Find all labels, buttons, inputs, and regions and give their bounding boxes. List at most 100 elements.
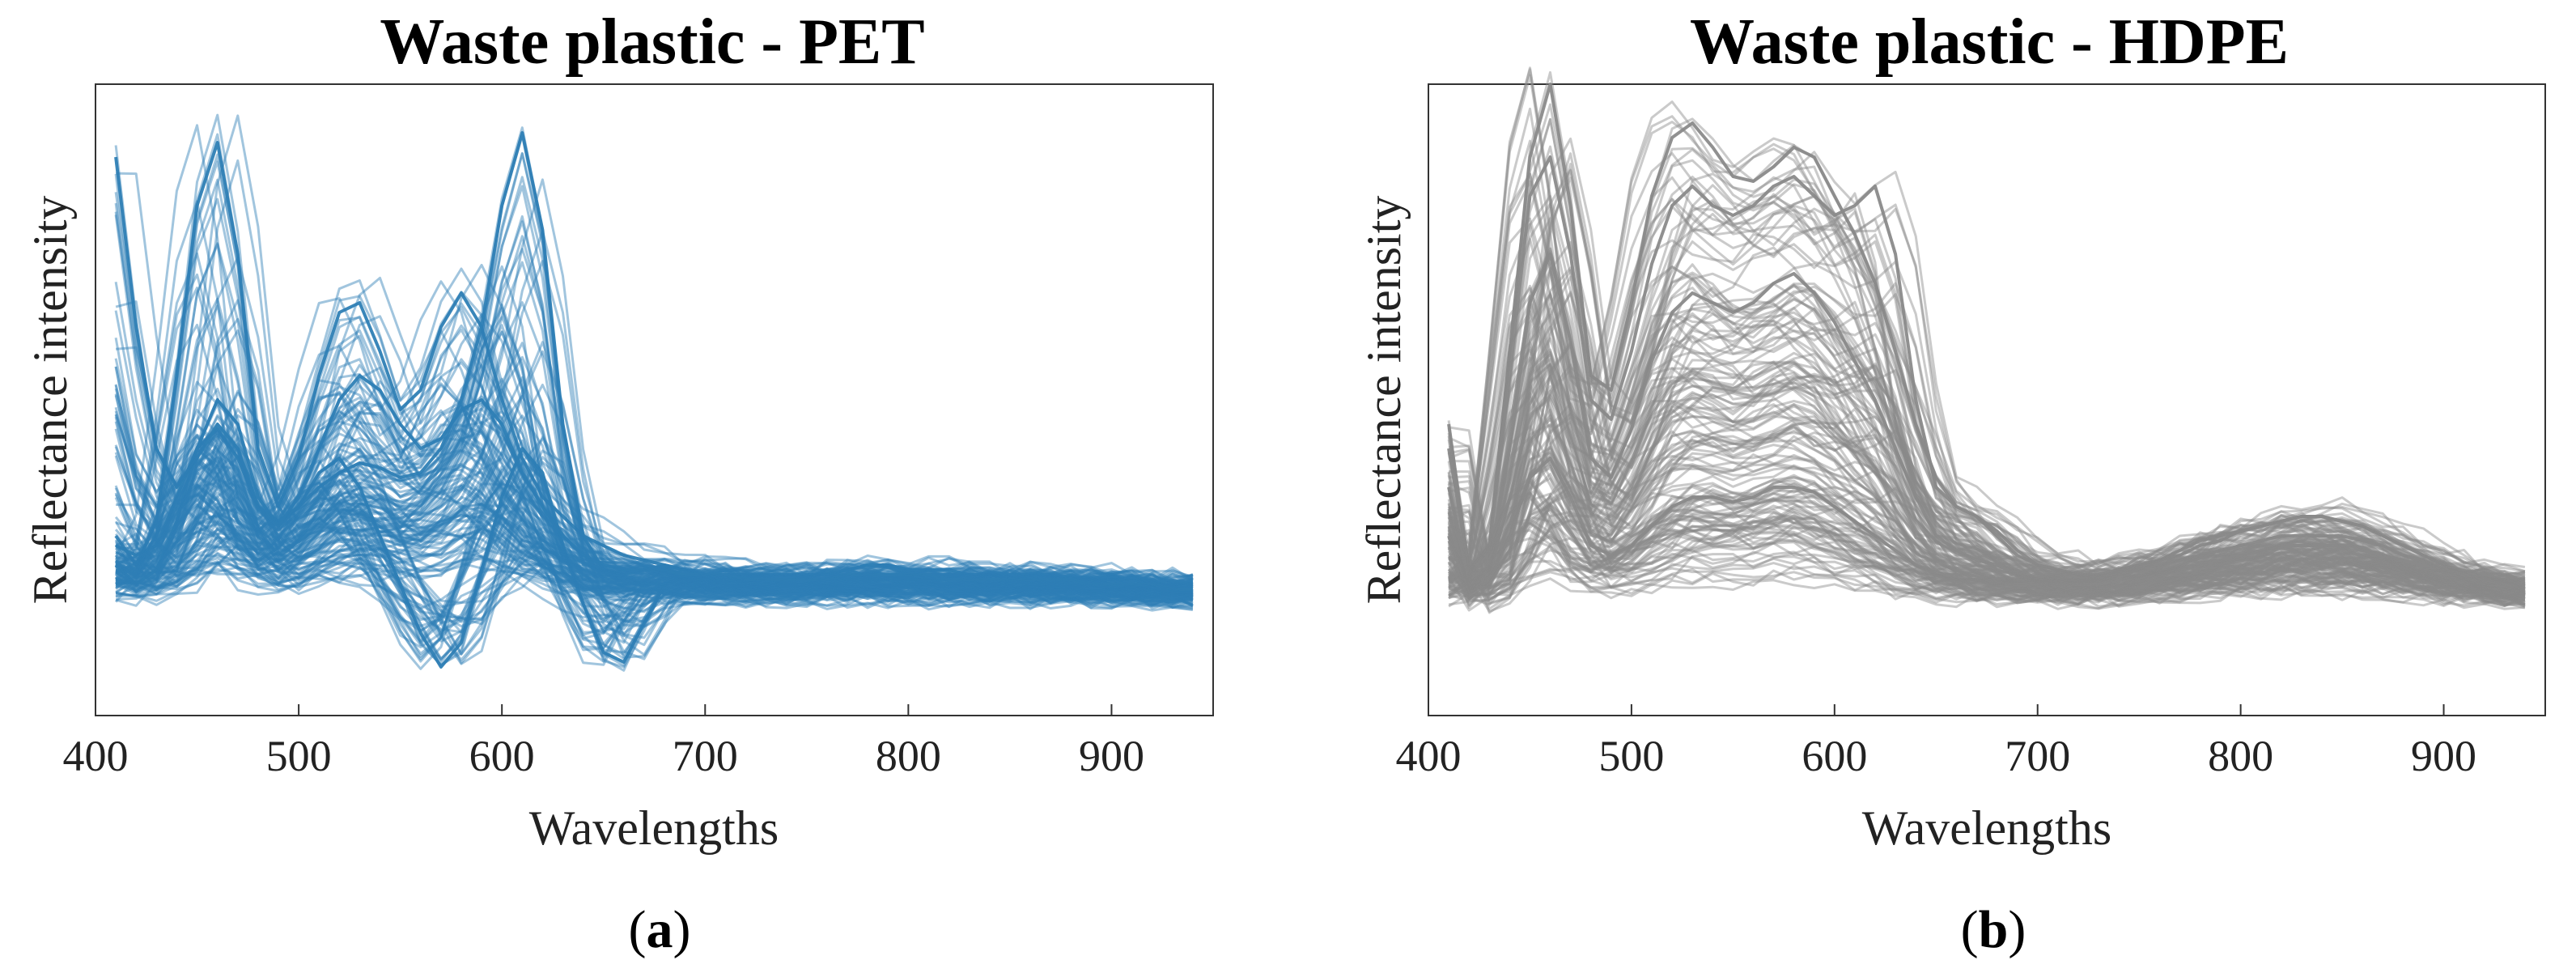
series-line xyxy=(115,543,1194,610)
series-line xyxy=(115,178,1194,595)
series-line xyxy=(1448,519,2526,610)
series-line xyxy=(114,444,1194,610)
series-line xyxy=(114,384,1194,589)
series-line xyxy=(115,491,1194,633)
y-axis-label: Reflectance intensity xyxy=(23,196,77,605)
series-line xyxy=(114,494,1194,593)
series-line xyxy=(115,456,1194,661)
series-line xyxy=(114,393,1194,594)
series-line xyxy=(1447,508,2526,608)
series-line xyxy=(1449,344,2525,596)
series-line xyxy=(114,366,1194,605)
x-tick-label: 600 xyxy=(1802,732,1867,780)
x-tick-label: 700 xyxy=(2005,732,2070,780)
series-line xyxy=(115,434,1194,603)
x-axis-label: Wavelengths xyxy=(1862,801,2111,855)
series-line-hdpe-mid xyxy=(1447,253,2526,591)
series-line xyxy=(1447,446,2526,593)
series-line xyxy=(114,388,1194,596)
series-line xyxy=(1447,505,2526,600)
series-line xyxy=(115,437,1194,593)
series-line xyxy=(115,229,1194,599)
series-line xyxy=(1447,364,2526,595)
series-line xyxy=(1448,512,2526,610)
series-line xyxy=(1447,66,2526,600)
series-line xyxy=(114,200,1194,610)
x-tick-label: 900 xyxy=(1079,732,1144,780)
series-line xyxy=(1447,452,2526,599)
series-line xyxy=(115,408,1194,656)
series-line xyxy=(1449,241,2526,573)
series-line xyxy=(114,192,1193,594)
series-line xyxy=(114,133,1194,584)
series-line xyxy=(115,134,1194,597)
series-line xyxy=(1448,172,2526,608)
series-line xyxy=(1447,351,2526,586)
series-group xyxy=(114,113,1194,672)
series-line xyxy=(1448,496,2526,597)
series-line xyxy=(115,220,1194,602)
series-line xyxy=(114,485,1194,608)
series-line xyxy=(115,495,1194,596)
series-line xyxy=(115,300,1194,597)
series-line xyxy=(1447,217,2526,590)
series-line xyxy=(1447,423,2526,602)
series-line xyxy=(1448,519,2526,594)
series-line xyxy=(1448,518,2526,586)
series-line xyxy=(1448,475,2526,585)
series-line xyxy=(1448,577,2526,610)
series-line xyxy=(115,506,1194,606)
x-tick-label: 500 xyxy=(266,732,332,780)
series-line xyxy=(1447,423,2526,588)
x-axis-label: Wavelengths xyxy=(529,801,779,855)
series-line xyxy=(1448,488,2526,605)
series-line xyxy=(1448,275,2525,580)
series-line xyxy=(114,202,1194,605)
series-line xyxy=(115,389,1194,656)
series-line xyxy=(115,391,1194,665)
series-line xyxy=(114,421,1194,608)
series-line xyxy=(1447,250,2526,600)
series-line xyxy=(115,491,1194,634)
series-line xyxy=(1448,537,2526,606)
series-line xyxy=(115,363,1194,597)
series-line xyxy=(115,301,1194,590)
series-line xyxy=(114,273,1194,601)
series-line xyxy=(1447,389,2526,581)
series-line xyxy=(1448,310,2526,579)
series-line xyxy=(115,424,1194,661)
series-line xyxy=(1447,502,2526,597)
series-line xyxy=(114,414,1194,672)
series-line xyxy=(115,509,1193,624)
series-line xyxy=(1448,284,2525,600)
series-line xyxy=(114,338,1194,586)
series-line xyxy=(115,557,1194,628)
series-line xyxy=(1448,356,2526,602)
series-line xyxy=(116,559,1194,610)
series-line xyxy=(1448,522,2525,585)
series-line xyxy=(114,395,1194,592)
series-line xyxy=(115,350,1193,591)
x-axis-ticks: 400 500 600 700 800 900 xyxy=(63,704,1144,780)
series-line xyxy=(115,402,1194,669)
series-line xyxy=(115,433,1193,597)
series-line xyxy=(115,265,1194,595)
series-line xyxy=(114,153,1194,606)
series-line xyxy=(1447,363,2526,599)
series-line xyxy=(1447,103,2526,584)
series-line xyxy=(115,439,1194,601)
series-line xyxy=(1448,564,2526,604)
series-line xyxy=(115,448,1193,661)
series-line xyxy=(1448,176,2526,573)
series-line xyxy=(1449,511,2526,605)
series-line xyxy=(1448,533,2526,595)
series-line xyxy=(116,172,1193,594)
series-line xyxy=(1447,460,2526,596)
series-line xyxy=(1448,483,2525,601)
series-line xyxy=(1447,414,2526,584)
series-line xyxy=(115,514,1193,601)
series-line xyxy=(115,533,1194,608)
series-line xyxy=(1447,418,2526,597)
series-line xyxy=(1449,479,2526,614)
x-tick-label: 900 xyxy=(2411,732,2476,780)
